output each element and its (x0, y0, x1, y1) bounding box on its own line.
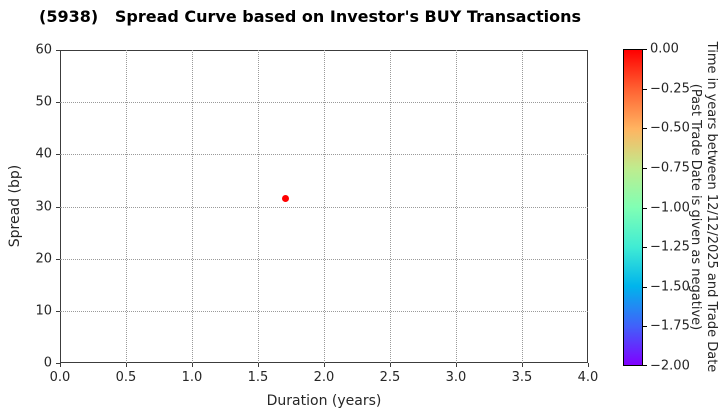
x-tick-mark (258, 363, 259, 367)
y-tick-mark (56, 154, 60, 156)
x-tick-label: 3.5 (511, 370, 533, 385)
colorbar-label-line2: (Past Trade Date is given as negative) (688, 83, 703, 331)
y-tick-mark (56, 206, 60, 208)
y-tick-label: 50 (35, 94, 52, 110)
y-tick-label: 10 (35, 303, 52, 319)
y-tick-label: 0 (43, 355, 52, 371)
colorbar-tick-mark (643, 49, 647, 50)
y-tick-mark (56, 363, 60, 364)
colorbar-tick-label: −1.25 (650, 239, 690, 255)
y-tick-mark (56, 50, 60, 51)
y-tick-label: 40 (35, 146, 52, 162)
colorbar-tick-mark (643, 326, 647, 328)
y-tick-label: 20 (35, 251, 52, 267)
y-gridline (60, 206, 588, 208)
y-gridline (60, 154, 588, 156)
y-gridline (60, 258, 588, 260)
colorbar-tick-label: −0.50 (650, 120, 690, 136)
colorbar-tick-label: −1.00 (650, 200, 690, 215)
colorbar-tick-label: −1.75 (650, 318, 690, 334)
x-tick-label: 2.0 (313, 370, 335, 385)
chart-title: (5938) Spread Curve based on Investor's … (39, 7, 581, 26)
colorbar (623, 49, 643, 366)
x-tick-label: 2.5 (379, 370, 401, 385)
x-tick-mark (588, 363, 589, 367)
colorbar-tick-mark (643, 128, 647, 130)
colorbar-label: Time in years between 12/12/2025 and Tra… (687, 42, 719, 373)
colorbar-tick-mark (643, 88, 647, 90)
data-point (282, 195, 290, 203)
y-tick-label: 30 (35, 199, 52, 214)
x-tick-mark (192, 363, 193, 367)
y-tick-mark (56, 102, 60, 104)
colorbar-tick-label: −1.50 (650, 279, 690, 295)
colorbar-tick-mark (643, 207, 647, 209)
y-gridline (60, 102, 588, 104)
x-tick-mark (324, 363, 325, 367)
x-tick-label: 1.0 (181, 370, 203, 385)
colorbar-tick-label: 0.00 (650, 41, 679, 57)
y-tick-label: 60 (35, 42, 52, 58)
x-tick-label: 0.5 (115, 370, 137, 385)
y-gridline (60, 310, 588, 312)
y-tick-mark (56, 310, 60, 312)
y-axis-label: Spread (bp) (7, 164, 23, 248)
colorbar-tick-mark (643, 365, 647, 366)
x-axis-label: Duration (years) (266, 393, 382, 409)
colorbar-tick-label: −0.75 (650, 160, 690, 176)
x-tick-label: 0.0 (49, 370, 71, 385)
x-tick-label: 1.5 (247, 370, 269, 385)
colorbar-tick-mark (643, 167, 647, 169)
colorbar-tick-mark (643, 286, 647, 288)
x-tick-mark (522, 363, 523, 367)
colorbar-label-line1: Time in years between 12/12/2025 and Tra… (704, 41, 719, 373)
x-tick-mark (126, 363, 127, 367)
colorbar-tick-mark (643, 247, 647, 249)
x-tick-label: 4.0 (577, 370, 599, 385)
x-tick-mark (60, 363, 61, 367)
x-tick-mark (390, 363, 391, 367)
colorbar-tick-label: −0.25 (650, 81, 690, 97)
x-tick-label: 3.0 (445, 370, 467, 385)
y-tick-mark (56, 258, 60, 260)
x-tick-mark (456, 363, 457, 367)
colorbar-tick-label: −2.00 (650, 358, 690, 374)
